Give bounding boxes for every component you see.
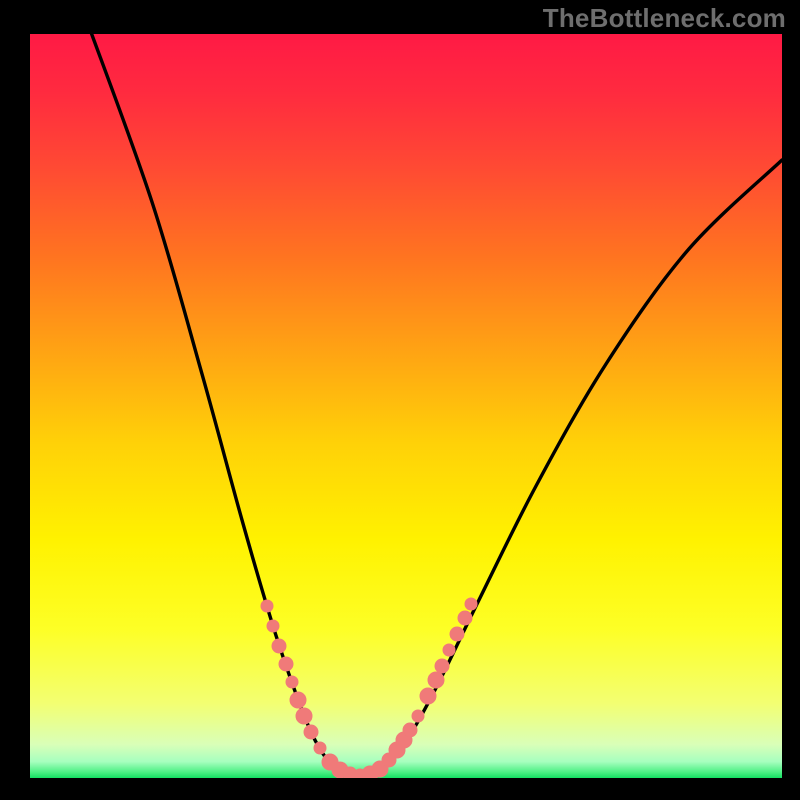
frame-bottom bbox=[0, 778, 800, 800]
frame-left bbox=[0, 0, 30, 800]
curve-marker bbox=[403, 723, 417, 737]
curve-marker bbox=[290, 692, 306, 708]
curve-marker bbox=[458, 611, 472, 625]
curve-marker bbox=[465, 598, 477, 610]
frame-right bbox=[782, 0, 800, 800]
curve-marker bbox=[304, 725, 318, 739]
curve-marker bbox=[272, 639, 286, 653]
curve-marker bbox=[296, 708, 312, 724]
curve-marker bbox=[450, 627, 464, 641]
curve-marker bbox=[314, 742, 326, 754]
curve-marker bbox=[267, 620, 279, 632]
bottleneck-curve-svg bbox=[30, 34, 782, 778]
curve-marker bbox=[286, 676, 298, 688]
curve-marker bbox=[261, 600, 273, 612]
curve-marker bbox=[279, 657, 293, 671]
watermark-text: TheBottleneck.com bbox=[543, 3, 786, 34]
curve-marker bbox=[412, 710, 424, 722]
curve-marker bbox=[435, 659, 449, 673]
curve-marker bbox=[443, 644, 455, 656]
curve-marker bbox=[428, 672, 444, 688]
curve-marker bbox=[420, 688, 436, 704]
plot-area bbox=[30, 34, 782, 778]
